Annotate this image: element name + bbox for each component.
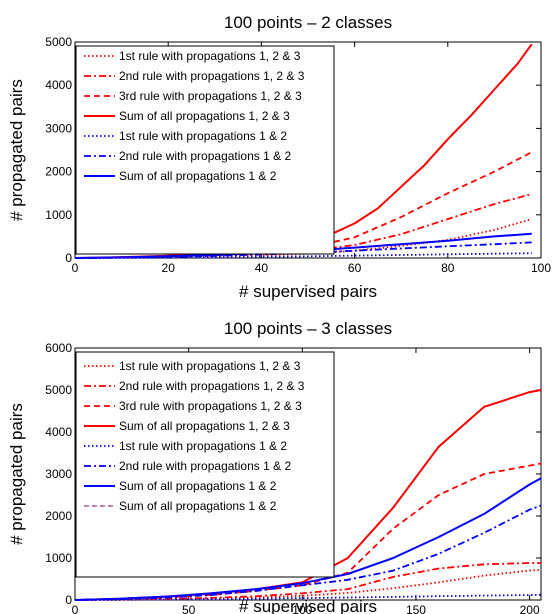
x-tick-label: 100: [531, 261, 551, 275]
y-axis-label: # propagated pairs: [7, 403, 26, 545]
y-tick-label: 6000: [45, 341, 72, 355]
series-line-5: [74, 252, 532, 259]
y-tick-label: 4000: [45, 78, 72, 92]
y-tick-label: 0: [65, 251, 72, 265]
legend-entry: 1st rule with propagations 1 & 2: [119, 129, 287, 143]
y-tick-label: 5000: [45, 383, 72, 397]
x-tick-label: 150: [406, 603, 426, 614]
x-axis-label: # supervised pairs: [239, 282, 377, 301]
y-tick-label: 1000: [45, 208, 72, 222]
legend-entry: Sum of all propagations 1 & 2: [119, 499, 277, 513]
x-tick-label: 60: [348, 261, 362, 275]
legend-entry: Sum of all propagations 1 & 2: [119, 169, 277, 183]
x-tick-label: 200: [520, 603, 540, 614]
y-axis-label: # propagated pairs: [7, 79, 26, 221]
x-axis-label: # supervised pairs: [239, 597, 377, 614]
legend-entry: 1st rule with propagations 1 & 2: [119, 439, 287, 453]
legend-entry: 2nd rule with propagations 1 & 2: [119, 149, 291, 163]
y-tick-label: 2000: [45, 509, 72, 523]
chart-title: 100 points – 2 classes: [224, 13, 392, 32]
y-tick-label: 3000: [45, 467, 72, 481]
y-tick-label: 5000: [45, 35, 72, 49]
x-tick-label: 80: [441, 261, 455, 275]
x-tick-label: 40: [255, 261, 269, 275]
y-tick-label: 1000: [45, 551, 72, 565]
series-line-6: [74, 504, 542, 601]
legend-entry: 1st rule with propagations 1, 2 & 3: [119, 49, 301, 63]
x-tick-label: 0: [72, 261, 79, 275]
legend: 1st rule with propagations 1, 2 & 3 2nd r…: [75, 45, 335, 255]
legend: 1st rule with propagations 1, 2 & 3 2nd r…: [75, 351, 335, 578]
y-tick-label: 3000: [45, 121, 72, 135]
legend-entry: Sum of all propagations 1, 2 & 3: [119, 109, 290, 123]
plot-frame: [74, 41, 542, 259]
series-line-7: [74, 477, 542, 601]
legend-box: [75, 45, 335, 255]
legend-entry: Sum of all propagations 1, 2 & 3: [119, 419, 290, 433]
y-tick-label: 2000: [45, 165, 72, 179]
series-line-5: [74, 593, 542, 601]
x-tick-label: 0: [72, 603, 79, 614]
series-line-2: [74, 562, 541, 601]
chart-title: 100 points – 3 classes: [224, 319, 392, 338]
x-tick-label: 100: [292, 603, 312, 614]
legend-entry: 3rd rule with propagations 1, 2 & 3: [119, 399, 302, 413]
legend-entry: 2nd rule with propagations 1 & 2: [119, 459, 291, 473]
x-tick-label: 20: [162, 261, 176, 275]
legend-entry: 2nd rule with propagations 1, 2 & 3: [119, 69, 305, 83]
legend-box: [75, 351, 335, 578]
legend-entry: 1st rule with propagations 1, 2 & 3: [119, 359, 301, 373]
legend-entry: 2nd rule with propagations 1, 2 & 3: [119, 379, 305, 393]
legend-entry: Sum of all propagations 1 & 2: [119, 479, 277, 493]
legend-entry: 3rd rule with propagations 1, 2 & 3: [119, 89, 302, 103]
y-tick-label: 0: [65, 593, 72, 607]
y-tick-label: 4000: [45, 425, 72, 439]
x-tick-label: 50: [182, 603, 196, 614]
